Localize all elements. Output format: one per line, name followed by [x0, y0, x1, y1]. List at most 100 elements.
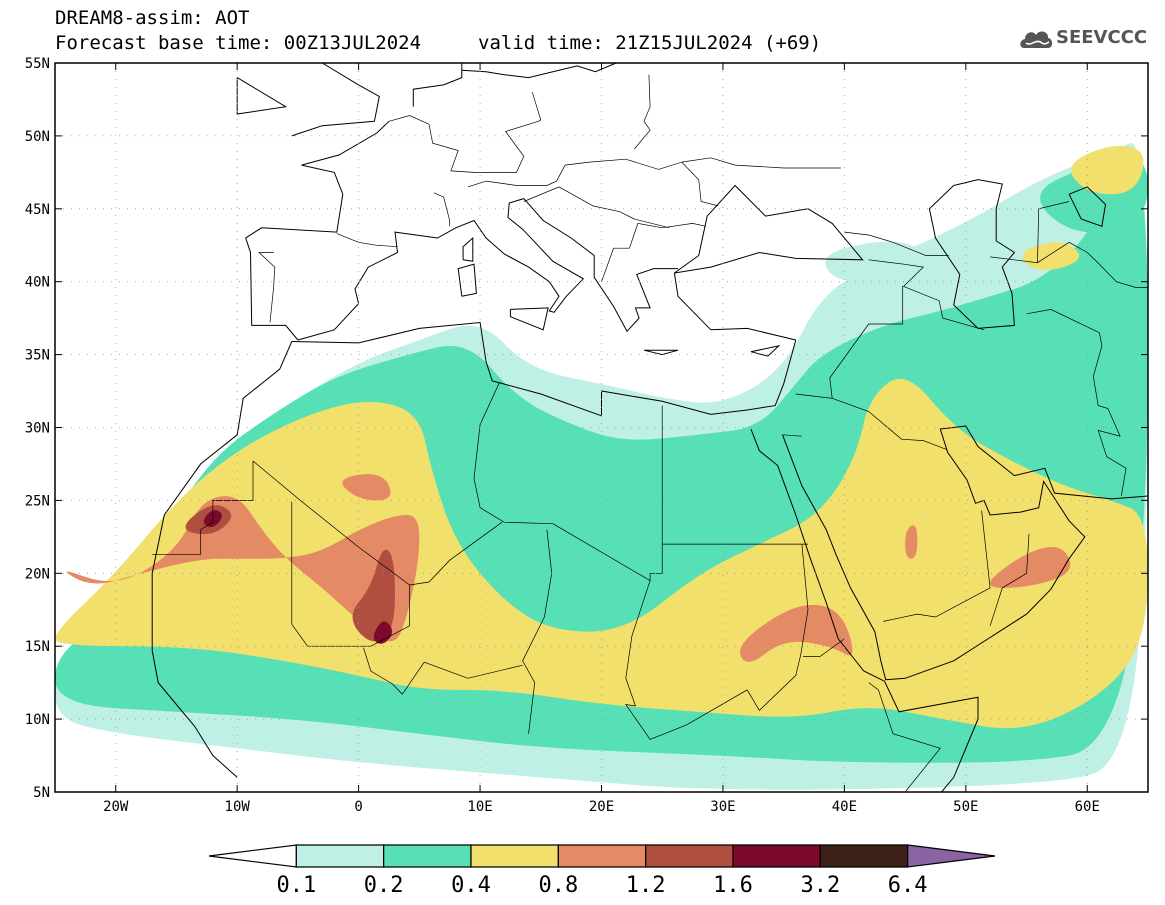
country-border	[467, 158, 626, 188]
country-border	[795, 286, 904, 399]
forecast-base-time: Forecast base time: 00Z13JUL2024	[55, 32, 422, 54]
coastline-segment	[245, 120, 390, 341]
coastline-segment	[412, 63, 463, 107]
lat-tick-label: 50N	[25, 129, 50, 145]
lat-tick-label: 10N	[25, 712, 50, 728]
coastlines	[151, 63, 1148, 792]
colorbar-segment	[819, 844, 909, 868]
country-border	[634, 74, 651, 150]
country-border	[252, 460, 410, 647]
lat-tick-label: 45N	[25, 202, 50, 218]
lat-tick-label: 40N	[25, 275, 50, 291]
colorbar-label: 0.1	[276, 873, 316, 898]
lat-tick-label: 15N	[25, 639, 50, 655]
lon-tick-label: 30E	[710, 799, 735, 815]
lon-tick-label: 50E	[953, 799, 978, 815]
aot-level4-region-2	[739, 604, 853, 662]
coastline-segment	[297, 198, 678, 341]
country-border	[473, 382, 553, 525]
aot-level3-region-1	[323, 416, 415, 496]
lon-tick-label: 60E	[1075, 799, 1100, 815]
aot-level3-region-2	[1071, 145, 1144, 195]
colorbar-label: 0.2	[364, 873, 404, 898]
country-border	[832, 397, 947, 450]
country-border	[152, 461, 254, 555]
colorbar-segment	[645, 844, 734, 868]
coastline-segment	[750, 345, 781, 357]
colorbar-label: 0.8	[538, 873, 578, 898]
country-border	[388, 92, 542, 173]
coastline-segment	[750, 428, 979, 792]
country-border	[868, 259, 925, 287]
country-border	[601, 223, 706, 282]
lat-tick-label: 5N	[33, 785, 50, 801]
country-border	[883, 510, 991, 622]
colorbar-segment	[208, 844, 297, 868]
country-border	[782, 434, 802, 437]
coastline-segment	[928, 179, 1016, 329]
aot-level4-region-1	[342, 474, 391, 501]
colorbar-segment	[907, 844, 996, 868]
country-border	[902, 285, 985, 331]
coastline-segment	[782, 425, 1148, 681]
colorbar-label: 1.6	[713, 873, 753, 898]
country-border	[1026, 309, 1127, 497]
lat-tick-label: 35N	[25, 348, 50, 364]
colorbar-label: 1.2	[626, 873, 666, 898]
coastline-segment	[291, 63, 380, 137]
lat-tick-label: 25N	[25, 493, 50, 509]
map-title: DREAM8-assim: AOT	[55, 7, 250, 29]
country-border	[523, 186, 670, 229]
colorbar-segment	[295, 844, 385, 868]
logo-text: SEEVCCC	[1056, 27, 1148, 48]
country-border	[625, 405, 663, 707]
lon-tick-label: 10W	[225, 799, 251, 815]
colorbar-segment	[470, 844, 559, 868]
country-border	[868, 682, 941, 792]
colorbar-segment	[557, 844, 647, 868]
country-border	[409, 522, 503, 586]
country-border	[625, 158, 719, 207]
lat-tick-label: 20N	[25, 566, 50, 582]
coastline-segment	[673, 184, 864, 341]
colorbar-label: 6.4	[888, 873, 928, 898]
country-border	[844, 231, 949, 256]
country-border	[336, 233, 398, 248]
country-border	[363, 647, 523, 695]
aot-level5-region-1	[352, 549, 395, 642]
colorbar-label: 0.4	[451, 873, 491, 898]
country-border	[552, 523, 651, 581]
coastline-segment	[461, 63, 617, 79]
aot-level3-region-3	[1022, 242, 1080, 271]
coastline-segment	[457, 263, 477, 297]
colorbar: 0.1 0.2 0.4 0.8 1.2 1.6 3.2 6.4	[208, 844, 996, 898]
lon-tick-label: 20E	[589, 799, 614, 815]
country-border	[1037, 241, 1148, 288]
aot-level4-region-4	[990, 547, 1071, 588]
coastline-segment	[151, 650, 238, 778]
lat-tick-label: 55N	[25, 56, 50, 72]
country-border	[681, 157, 841, 169]
lon-tick-label: 0	[354, 799, 362, 815]
lon-tick-label: 40E	[832, 799, 857, 815]
aot-level4-region-3	[905, 525, 918, 559]
axis-ticks: 55N 50N 45N 40N 35N 30N 25N 20N 15N 10N 5N 20W 10W 0 1…	[25, 56, 1148, 815]
coastline-segment	[151, 341, 293, 651]
country-border	[803, 638, 845, 657]
colorbar-segment	[383, 844, 472, 868]
country-border	[989, 533, 1030, 626]
cloud-logo-icon	[1020, 31, 1053, 48]
aot-level1-region-1	[825, 241, 921, 282]
lon-tick-label: 10E	[467, 799, 492, 815]
coastline-segment	[643, 349, 679, 356]
country-border	[433, 192, 451, 227]
country-border	[625, 544, 809, 740]
coastline-segment	[462, 236, 474, 262]
coastline-segment	[1068, 186, 1107, 227]
country-border	[522, 529, 553, 734]
lon-tick-label: 20W	[103, 799, 129, 815]
country-border	[258, 252, 276, 323]
coastline-segment	[509, 307, 549, 331]
colorbar-segment	[732, 844, 821, 868]
